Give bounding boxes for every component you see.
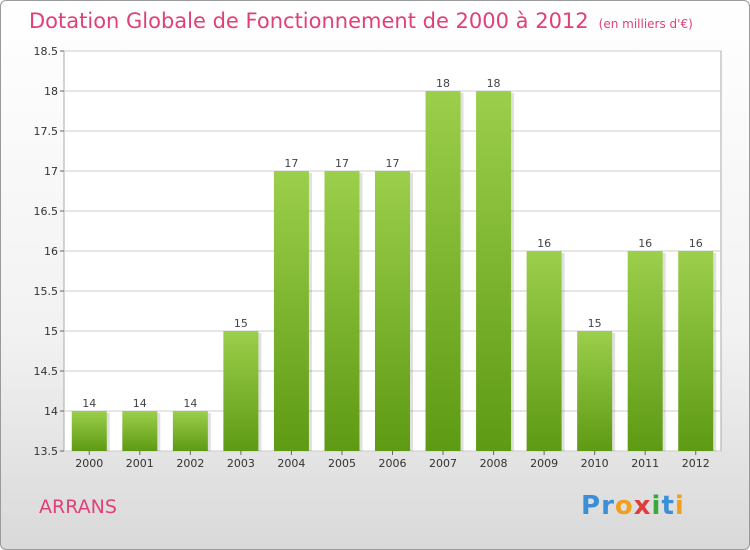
bar	[273, 171, 309, 451]
brand-letter: i	[651, 491, 662, 521]
bar-value-label: 18	[487, 77, 501, 90]
x-tick-label: 2000	[75, 457, 103, 470]
bar	[172, 411, 208, 451]
y-tick-label: 15	[44, 325, 58, 338]
y-tick-label: 14.5	[34, 365, 59, 378]
bar	[425, 91, 461, 451]
chart-subtitle: (en milliers d'€)	[598, 17, 693, 31]
x-tick-label: 2004	[277, 457, 305, 470]
y-tick-label: 13.5	[34, 445, 59, 458]
bar	[375, 171, 410, 451]
bar-value-label: 17	[284, 157, 298, 170]
brand-letter: x	[633, 491, 652, 521]
brand-letter: i	[674, 491, 685, 521]
x-tick-label: 2007	[429, 457, 457, 470]
y-tick-label: 16.5	[34, 205, 59, 218]
bar-value-label: 16	[638, 237, 652, 250]
y-tick-label: 15.5	[34, 285, 59, 298]
x-tick-label: 2012	[682, 457, 710, 470]
brand-letter: P	[581, 491, 602, 521]
x-tick-label: 2002	[176, 457, 204, 470]
x-tick-label: 2005	[328, 457, 356, 470]
bar	[678, 251, 714, 451]
brand-letter: o	[614, 491, 634, 521]
y-tick-label: 16	[44, 245, 58, 258]
brand-letter: r	[601, 491, 615, 521]
bar-value-label: 16	[689, 237, 703, 250]
bar-value-label: 18	[436, 77, 450, 90]
bar	[577, 331, 613, 451]
bar	[526, 251, 562, 451]
bar	[122, 411, 158, 451]
bar	[71, 411, 107, 451]
bar-value-label: 14	[82, 397, 96, 410]
chart-title-text: Dotation Globale de Fonctionnement de 20…	[29, 9, 589, 33]
y-tick-label: 18	[44, 85, 58, 98]
bar	[223, 331, 259, 451]
y-tick-label: 17	[44, 165, 58, 178]
x-tick-label: 2003	[227, 457, 255, 470]
y-tick-label: 18.5	[34, 45, 59, 58]
x-tick-label: 2001	[126, 457, 154, 470]
x-tick-label: 2006	[379, 457, 407, 470]
x-tick-label: 2011	[631, 457, 659, 470]
bar-value-label: 17	[386, 157, 400, 170]
bar	[476, 91, 512, 451]
x-tick-label: 2008	[480, 457, 508, 470]
brand-letter: t	[661, 491, 675, 521]
y-tick-label: 17.5	[34, 125, 59, 138]
bar-value-label: 14	[183, 397, 197, 410]
bar	[627, 251, 663, 451]
bar-value-label: 15	[588, 317, 602, 330]
x-tick-label: 2009	[530, 457, 558, 470]
bar-value-label: 14	[133, 397, 147, 410]
bar-value-label: 17	[335, 157, 349, 170]
brand-logo: Proxiti	[581, 491, 685, 521]
x-tick-label: 2010	[581, 457, 609, 470]
bar-value-label: 16	[537, 237, 551, 250]
bar-value-label: 15	[234, 317, 248, 330]
commune-name: ARRANS	[39, 496, 117, 518]
bar	[324, 171, 360, 451]
chart-title: Dotation Globale de Fonctionnement de 20…	[29, 9, 693, 33]
y-tick-label: 14	[44, 405, 58, 418]
